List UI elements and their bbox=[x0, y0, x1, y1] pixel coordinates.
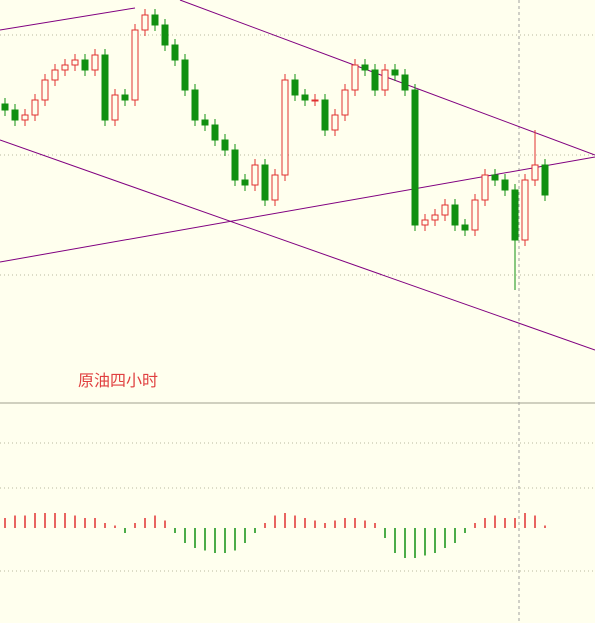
candle-body bbox=[371, 69, 379, 91]
candle-body bbox=[231, 149, 239, 181]
candle-body bbox=[61, 64, 69, 71]
candle-body bbox=[321, 99, 329, 131]
candle-body bbox=[141, 14, 149, 31]
candle-body bbox=[181, 59, 189, 91]
candle-body bbox=[201, 119, 209, 126]
candle-body bbox=[511, 189, 519, 241]
candle-body bbox=[411, 89, 419, 226]
candle-body bbox=[121, 94, 129, 101]
candle-body bbox=[361, 64, 369, 71]
candle-body bbox=[421, 219, 429, 226]
candle-body bbox=[21, 114, 29, 121]
candle-body bbox=[481, 174, 489, 201]
candle-body bbox=[451, 204, 459, 226]
candle-body bbox=[341, 89, 349, 116]
candle-body bbox=[501, 179, 509, 191]
candle-body bbox=[491, 174, 499, 181]
trend-line bbox=[0, 7, 136, 31]
candle-body bbox=[261, 164, 269, 201]
candle-body bbox=[431, 214, 439, 221]
candle-body bbox=[381, 69, 389, 91]
candle-body bbox=[351, 64, 359, 91]
candle-body bbox=[51, 69, 59, 81]
candle-body bbox=[301, 94, 309, 101]
candle-body bbox=[31, 99, 39, 116]
candle-body bbox=[541, 164, 549, 196]
candle-body bbox=[531, 164, 539, 181]
candle-body bbox=[71, 59, 79, 66]
candle-body bbox=[331, 114, 339, 131]
candle-body bbox=[521, 179, 529, 241]
candle-body bbox=[471, 199, 479, 231]
candle-body bbox=[101, 54, 109, 121]
candle-body bbox=[191, 89, 199, 121]
candle-body bbox=[271, 174, 279, 201]
candle-body bbox=[131, 29, 139, 101]
trend-line bbox=[0, 156, 595, 263]
candle-body bbox=[461, 224, 469, 231]
trend-line bbox=[0, 139, 595, 351]
chart-title: 原油四小时 bbox=[78, 371, 158, 390]
candle-body bbox=[241, 179, 249, 186]
candle-body bbox=[161, 24, 169, 46]
candle-body bbox=[111, 94, 119, 121]
candle-body bbox=[151, 14, 159, 26]
candle-body bbox=[221, 139, 229, 151]
candle-body bbox=[281, 79, 289, 176]
candle-body bbox=[1, 103, 9, 111]
candle-body bbox=[401, 74, 409, 91]
candle-body bbox=[91, 54, 99, 71]
candle-body bbox=[251, 164, 259, 186]
candle-body bbox=[311, 99, 319, 102]
candle-body bbox=[11, 109, 19, 121]
candle-body bbox=[41, 79, 49, 101]
candle-body bbox=[291, 79, 299, 96]
candle-body bbox=[391, 69, 399, 76]
candle-body bbox=[171, 44, 179, 61]
candle-body bbox=[211, 124, 219, 141]
candle-body bbox=[81, 59, 89, 71]
candle-body bbox=[441, 204, 449, 216]
